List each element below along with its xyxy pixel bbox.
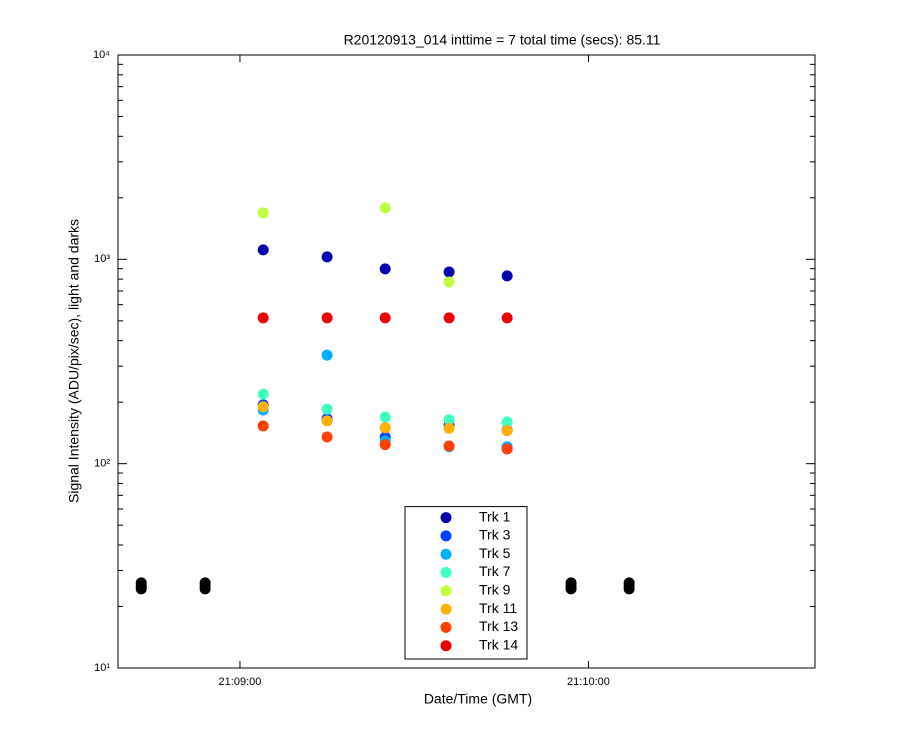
point bbox=[501, 416, 513, 428]
legend-label: Trk 1 bbox=[479, 508, 511, 524]
point bbox=[257, 401, 269, 413]
legend-marker bbox=[440, 567, 452, 578]
point bbox=[321, 415, 333, 427]
legend-marker bbox=[440, 585, 452, 597]
legend-label: Trk 3 bbox=[479, 527, 511, 543]
legend-marker bbox=[440, 621, 452, 633]
point bbox=[443, 266, 455, 278]
legend-marker bbox=[440, 548, 452, 560]
point bbox=[565, 583, 577, 595]
y-axis-label: Signal Intensity (ADU/pix/sec), light an… bbox=[66, 219, 82, 503]
legend-marker bbox=[440, 640, 452, 652]
point bbox=[379, 422, 391, 434]
point bbox=[623, 583, 635, 595]
y-tick-label: 10¹ bbox=[94, 662, 110, 674]
point bbox=[321, 349, 333, 361]
point bbox=[443, 440, 455, 452]
point bbox=[135, 583, 147, 595]
legend-label: Trk 11 bbox=[479, 600, 517, 616]
legend-box bbox=[404, 506, 528, 660]
legend-marker bbox=[440, 530, 452, 542]
x-tick-label: 21:10:00 bbox=[567, 676, 610, 688]
point bbox=[443, 414, 455, 426]
legend-label: Trk 5 bbox=[479, 545, 511, 561]
x-tick-label: 21:09:00 bbox=[219, 676, 262, 688]
chart-title: R20120913_014 inttime = 7 total time (se… bbox=[344, 32, 661, 48]
point bbox=[443, 276, 455, 288]
point bbox=[257, 207, 269, 219]
point bbox=[379, 411, 391, 423]
x-axis-label: Date/Time (GMT) bbox=[424, 691, 532, 707]
point bbox=[501, 443, 513, 455]
point bbox=[379, 439, 391, 451]
legend-marker bbox=[440, 603, 452, 615]
y-tick-label: 10³ bbox=[94, 253, 110, 265]
point bbox=[199, 583, 211, 595]
point bbox=[501, 270, 513, 282]
legend-label: Trk 7 bbox=[479, 563, 511, 579]
point bbox=[443, 422, 455, 434]
point bbox=[257, 244, 269, 256]
point bbox=[443, 312, 455, 324]
legend-label: Trk 14 bbox=[479, 636, 518, 652]
point bbox=[379, 312, 391, 324]
point bbox=[257, 388, 269, 400]
point bbox=[379, 202, 391, 214]
y-tick-label: 10⁴ bbox=[93, 49, 110, 61]
point bbox=[321, 431, 333, 443]
point bbox=[321, 312, 333, 324]
point bbox=[379, 263, 391, 275]
point bbox=[257, 420, 269, 432]
point bbox=[321, 251, 333, 263]
point bbox=[501, 312, 513, 324]
legend-label: Trk 13 bbox=[479, 618, 518, 634]
legend-marker bbox=[440, 512, 452, 524]
point bbox=[501, 425, 513, 437]
legend-label: Trk 9 bbox=[479, 582, 511, 598]
y-tick-label: 10² bbox=[94, 458, 110, 470]
point bbox=[321, 403, 333, 415]
point bbox=[257, 312, 269, 324]
